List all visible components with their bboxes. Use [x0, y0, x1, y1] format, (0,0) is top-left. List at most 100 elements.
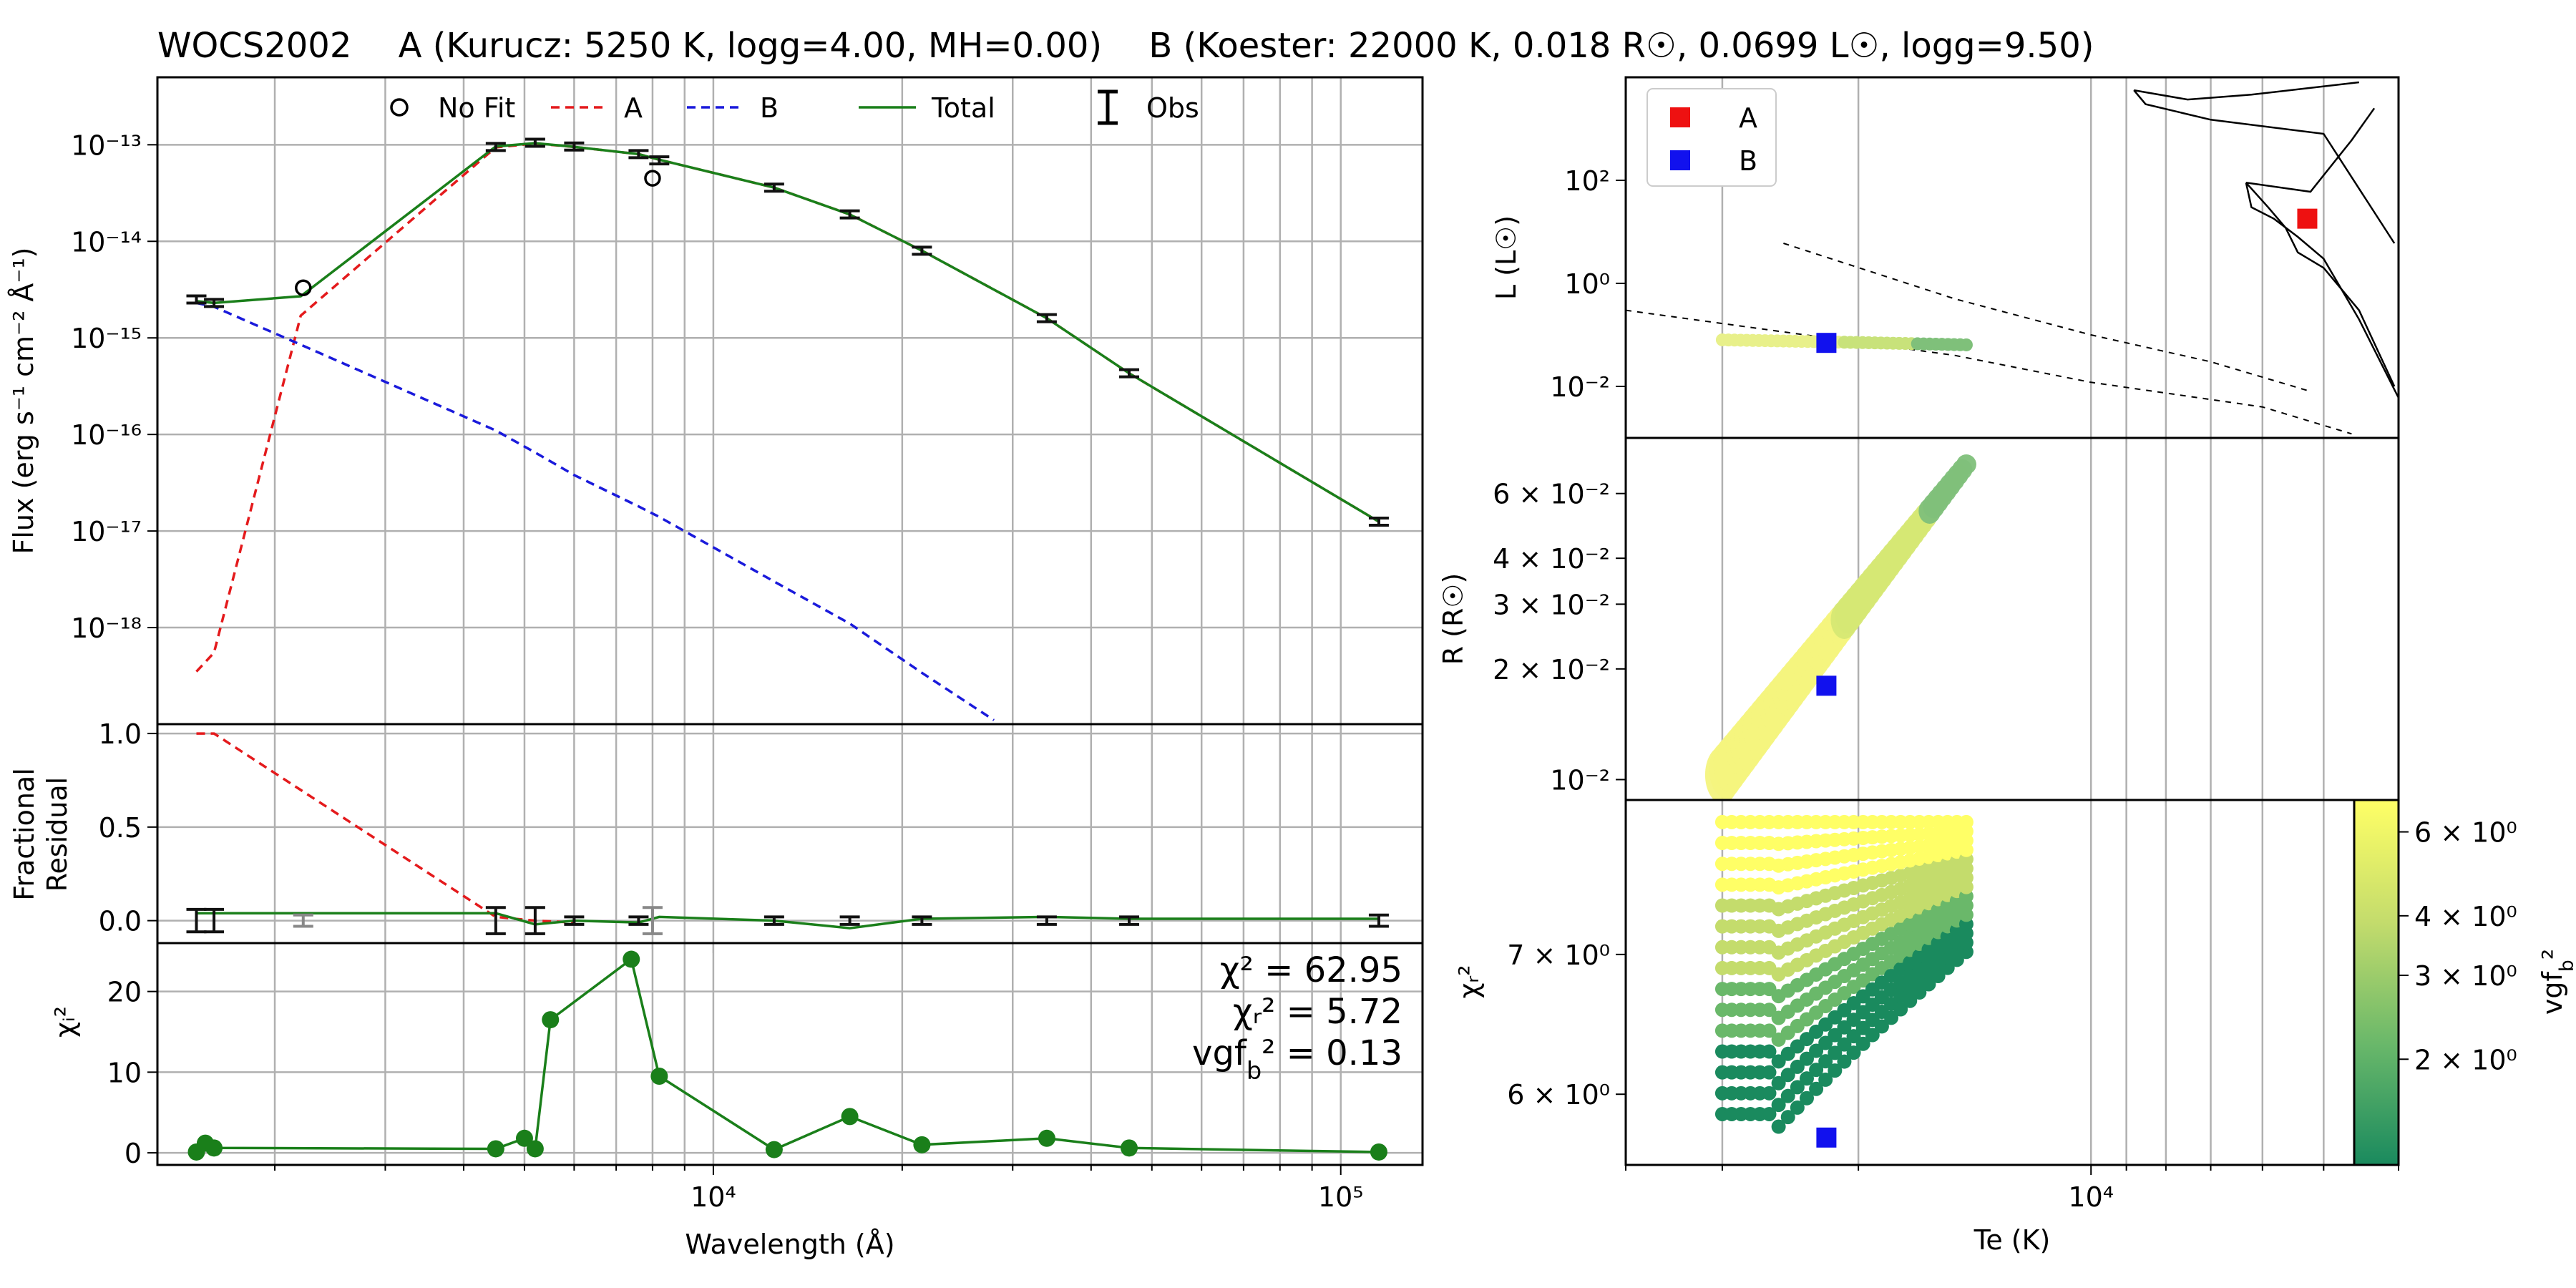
colorbar-label: vgfb²: [2537, 949, 2576, 1015]
grid-model-point: [1921, 977, 1936, 992]
figure-title: WOCS2002 A (Kurucz: 5250 K, logg=4.00, M…: [157, 26, 2094, 66]
grid-model-point: [1809, 1043, 1824, 1058]
obs-errorbar: [628, 149, 649, 160]
radius-panel: 10⁻² 2 × 10⁻² 3 × 10⁻² 4 × 10⁻² 6 × 10⁻² R (…: [1438, 436, 2400, 810]
chi2-point: [526, 1140, 544, 1158]
obs-errorbar: [839, 209, 860, 220]
legend-label: No Fit: [438, 92, 515, 124]
residual-panel: 0.0 0.5 1.0 FractionalResidual: [9, 718, 1424, 953]
y-tick-label: 6 × 10⁻²: [1493, 479, 1610, 510]
grid-model-point: [1956, 454, 1976, 475]
y-tick-label: 10⁻²: [1550, 764, 1610, 796]
chi2-axes-frame: [156, 942, 1424, 1166]
grid-model-point: [1884, 1010, 1899, 1025]
grid-model-point: [1837, 1037, 1852, 1052]
obs-errorbar: [485, 142, 506, 152]
series-line-b: [196, 301, 995, 721]
sed-panel: No Fit A B Total Obs 10⁻¹⁸10⁻¹⁷10⁻¹⁶10⁻¹⁵10⁻…: [8, 76, 1424, 734]
wd-cooling-line: [1783, 243, 2311, 392]
chi2-point: [487, 1140, 504, 1158]
grid-model-point: [1903, 993, 1918, 1008]
hrd-legend-marker-a: [1670, 107, 1690, 127]
colorbar-tick-label: 2 × 10⁰: [2414, 1044, 2517, 1075]
grid-model-point: [1799, 1051, 1814, 1066]
sed-legend: No Fit A B Total Obs: [390, 89, 1199, 125]
sed-gridlines: [157, 77, 1423, 724]
y-tick-label: 10²: [1564, 165, 1610, 197]
legend-label: B: [760, 92, 779, 124]
obs-errorbar: [525, 137, 545, 148]
title-component-a: A (Kurucz: 5250 K, logg=4.00, MH=0.00): [399, 26, 1102, 66]
grid-model-point: [1959, 338, 1973, 351]
y-tick-label: 4 × 10⁻²: [1493, 543, 1610, 575]
chi2-series: [187, 950, 1387, 1161]
grid-model-point: [1931, 969, 1946, 984]
grid-model-point: [1809, 1063, 1824, 1078]
y-tick-label: 6 × 10⁰: [1507, 1079, 1610, 1111]
grid-model-point: [1780, 1110, 1795, 1125]
grid-model-point: [1846, 1045, 1861, 1060]
grid-model-point: [1818, 1072, 1833, 1087]
sed-y-ticks: 10⁻¹⁸ 10⁻¹⁷ 10⁻¹⁶ 10⁻¹⁵ 10⁻¹⁴ 10⁻¹³: [71, 130, 1342, 734]
grid-model-point: [1799, 1091, 1814, 1106]
chi2-y-ticks: 0 10 20: [107, 977, 157, 1169]
grid-model-point: [1809, 1081, 1824, 1096]
grid-model-point: [1818, 1035, 1833, 1050]
evolution-track: [2133, 89, 2396, 244]
nofit-marker: [644, 170, 661, 187]
chi2-annotation: χ² = 62.95: [1220, 950, 1402, 990]
obs-errorbar: [912, 245, 932, 256]
residual-obs-errorbar: [186, 907, 207, 934]
residual-series: [186, 732, 1389, 935]
grid-model-point: [1771, 1075, 1786, 1091]
hrd-y-ticks: 10⁻² 10⁰ 10²: [1550, 165, 2399, 448]
grid-model-point: [1958, 814, 1974, 829]
y-tick-label: 2 × 10⁻²: [1493, 654, 1610, 686]
hrd-legend-label: B: [1739, 145, 1757, 177]
y-tick-label: 10⁻¹⁶: [71, 419, 142, 451]
grid-model-point: [1771, 1098, 1786, 1113]
residual-obs-errorbar: [204, 907, 225, 934]
grid-model-point: [1762, 1065, 1777, 1080]
grid-model-point: [1799, 1071, 1814, 1086]
grid-model-point: [1780, 1088, 1795, 1103]
y-tick-label: 3 × 10⁻²: [1493, 589, 1610, 620]
evolution-track: [2245, 182, 2399, 399]
residual-axes-frame: [156, 723, 1424, 945]
y-tick-label: 10⁻¹⁵: [71, 323, 142, 354]
chi2-annotation: vgfb² = 0.13: [1192, 1033, 1402, 1085]
hrd-legend-marker-b: [1670, 150, 1690, 170]
chi2-gridlines: [157, 943, 1423, 1165]
grid-model-point: [1790, 1080, 1805, 1095]
grid-model-point: [1790, 1059, 1805, 1074]
hrd-points: [1715, 208, 2318, 353]
obs-errorbar: [1119, 368, 1140, 379]
chi2-map-points: [1714, 814, 1974, 1148]
x-tick-label: 10⁴: [691, 1181, 736, 1213]
colorbar-gradient: [2353, 799, 2400, 1166]
hrd-legend-label: A: [1739, 102, 1757, 134]
chi2-x-axis-label: Wavelength (Å): [685, 1229, 894, 1260]
obs-errorbar: [564, 141, 585, 152]
hrd-panel: AB 10⁻² 10⁰ 10² L (L☉): [1491, 76, 2400, 448]
y-tick-label: 10⁻¹⁴: [71, 226, 142, 258]
residual-obs-errorbar: [564, 915, 585, 926]
grid-model-point: [1762, 1002, 1777, 1018]
grid-model-point: [1893, 1002, 1908, 1017]
residual-obs-errorbar: [628, 915, 649, 926]
legend-nofit-marker: [390, 98, 409, 117]
residual-obs-errorbar: [1119, 915, 1140, 926]
obs-errorbar: [1036, 313, 1057, 323]
grid-model-point: [1949, 952, 1964, 967]
residual-nofit-errorbar: [293, 913, 313, 928]
y-tick-label: 0.5: [99, 812, 142, 844]
y-tick-label: 10⁻¹³: [71, 130, 142, 161]
x-tick-label: 10⁴: [2068, 1181, 2114, 1213]
chi2-map-panel: 6 × 10⁰ 7 × 10⁰ 10⁴ χᵣ² Te (K) 2 × 10⁰ 3 ×…: [1453, 799, 2576, 1256]
radius-y-ticks: 10⁻² 2 × 10⁻² 3 × 10⁻² 4 × 10⁻² 6 × 10⁻²: [1493, 479, 2399, 810]
grid-model-point: [1865, 1028, 1880, 1043]
legend-label: Total: [931, 92, 995, 124]
chi2-point: [765, 1141, 783, 1158]
y-tick-label: 20: [107, 977, 142, 1008]
